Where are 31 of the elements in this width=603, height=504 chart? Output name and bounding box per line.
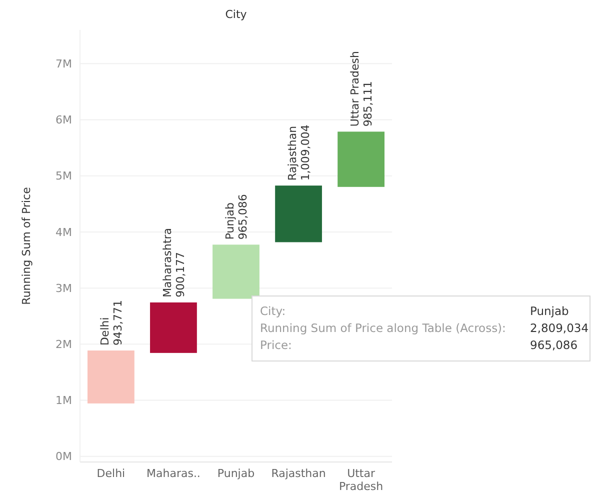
y-tick-label: 3M <box>56 282 72 295</box>
data-label: Rajasthan 1,009,004 <box>286 124 312 181</box>
text: 965,086 <box>530 338 578 352</box>
annotation: City: <box>260 304 286 318</box>
x-tick-label: Punjab <box>217 467 255 480</box>
bar <box>338 132 384 187</box>
y-tick-label: 7M <box>56 58 72 71</box>
data-label: Punjab 965,086 <box>224 194 250 240</box>
y-tick-label: 6M <box>56 114 72 127</box>
bar <box>275 186 322 242</box>
x-tick-label: Rajasthan <box>271 467 326 480</box>
x-axis-title: City <box>225 8 248 21</box>
bar <box>150 302 197 353</box>
y-tick-label: 4M <box>56 226 72 239</box>
annotation: Running Sum of Price along Table (Across): <box>260 321 506 335</box>
annotation: Price: <box>260 338 292 352</box>
y-tick-label: 2M <box>56 338 72 352</box>
bar <box>88 350 134 404</box>
text: Punjab <box>530 304 569 318</box>
y-tick-label: 0M <box>56 450 72 464</box>
x-tick-label: Maharas.. <box>146 467 200 480</box>
data-label: Maharashtra 900,177 <box>160 228 187 298</box>
x-tick-label: Delhi <box>96 467 126 480</box>
text: 2,809,034 <box>530 321 589 335</box>
bar <box>212 244 260 299</box>
y-axis-title: Running Sum of Price <box>20 186 33 305</box>
y-tick-label: 1M <box>56 394 72 408</box>
x-tick-label: Uttar Pradesh <box>338 467 384 493</box>
data-label: Delhi 943,771 <box>98 300 124 346</box>
y-tick-label: 5M <box>56 170 72 183</box>
data-label: Uttar Pradesh 985,111 <box>348 51 375 127</box>
